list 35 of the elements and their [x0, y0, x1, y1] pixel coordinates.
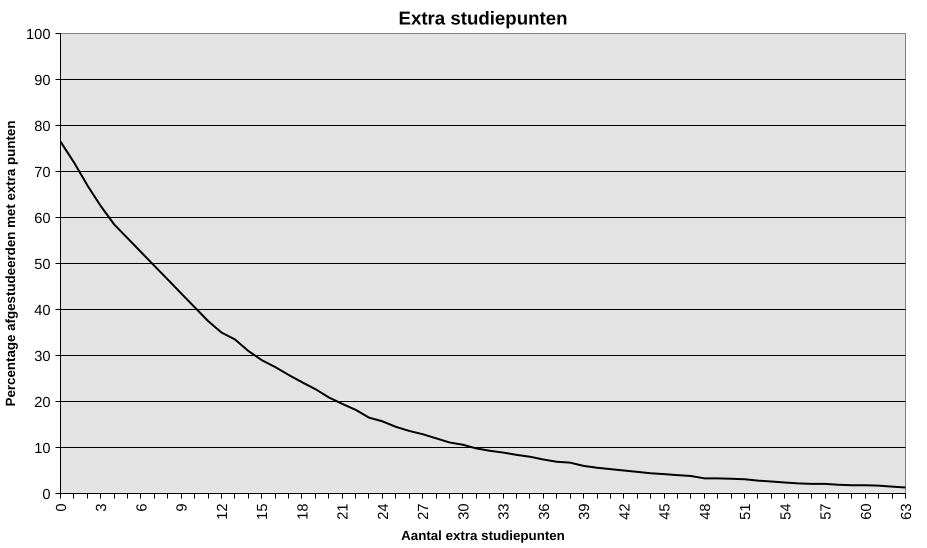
y-tick-label: 20: [34, 395, 51, 411]
y-tick-label: 80: [34, 119, 51, 135]
x-tick-label: 39: [577, 503, 594, 520]
x-tick-label: 63: [899, 503, 915, 520]
y-tick-label: 90: [34, 73, 51, 89]
x-tick-label: 54: [778, 503, 794, 520]
x-tick-label: 36: [536, 503, 553, 520]
x-tick-label: 18: [295, 503, 312, 520]
y-tick-label: 30: [34, 349, 51, 365]
y-axis-title: Percentage afgestudeerden met extra punten: [3, 120, 18, 406]
x-tick-label: 30: [456, 503, 472, 520]
x-tick-label: 15: [255, 503, 272, 520]
y-tick-label: 40: [34, 303, 51, 319]
x-tick-label: 24: [376, 503, 392, 520]
x-tick-label: 3: [94, 503, 110, 512]
y-tick-label: 50: [34, 257, 51, 273]
x-axis-title: Aantal extra studiepunten: [401, 528, 565, 543]
y-tick-label: 100: [26, 27, 51, 43]
x-tick-label: 60: [858, 503, 875, 520]
chart-title: Extra studiepunten: [398, 8, 568, 28]
y-tick-label: 70: [34, 165, 51, 181]
x-tick-label: 6: [134, 503, 150, 512]
x-tick-label: 0: [54, 503, 70, 512]
x-tick-label: 27: [416, 503, 432, 520]
y-tick-label: 10: [34, 441, 51, 457]
x-tick-label: 9: [174, 503, 191, 512]
x-tick-label: 42: [617, 503, 634, 520]
x-tick-label: 33: [496, 503, 513, 520]
x-tick-label: 45: [658, 503, 674, 520]
x-tick-label: 12: [214, 503, 231, 520]
x-tick-label: 48: [698, 503, 714, 520]
y-tick-label: 60: [34, 211, 51, 227]
x-tick-label: 57: [818, 503, 835, 520]
x-tick-label: 51: [738, 503, 754, 520]
x-tick-label: 21: [336, 503, 352, 520]
